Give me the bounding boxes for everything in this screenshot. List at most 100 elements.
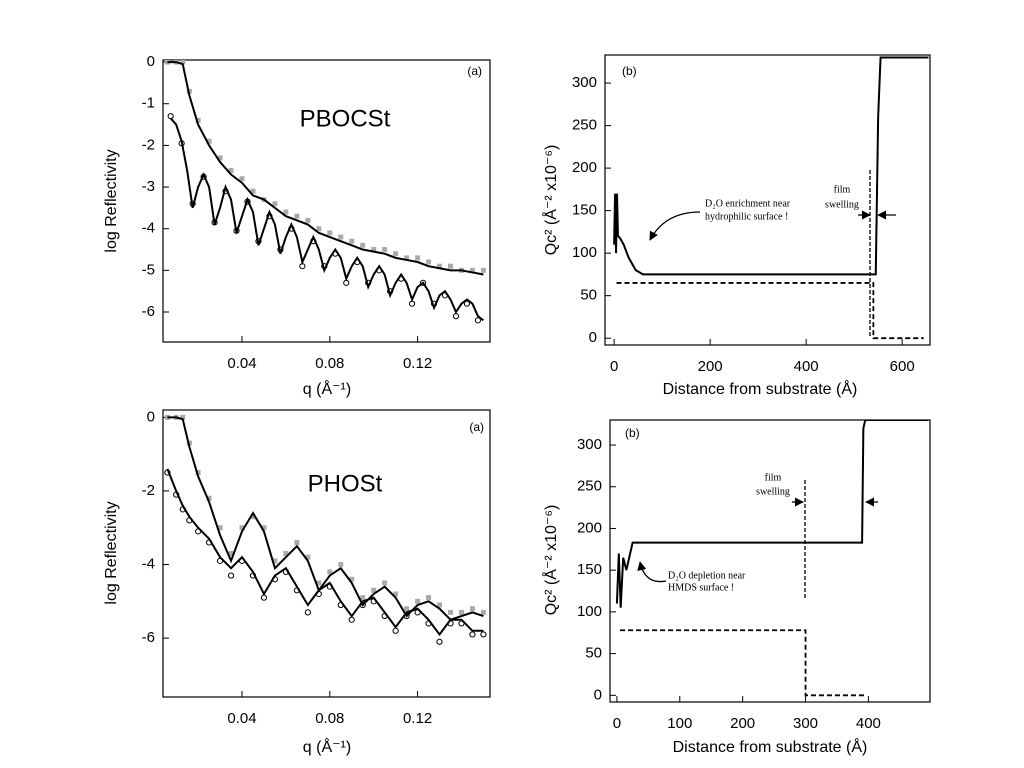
data-point <box>480 609 486 615</box>
series-group <box>164 60 486 324</box>
annotation: swelling <box>756 486 790 497</box>
series-group <box>164 414 487 645</box>
annotation: (b) <box>625 426 640 440</box>
x-tick-label: 100 <box>667 715 692 732</box>
y-tick-label: 0 <box>147 53 155 70</box>
data-point <box>463 300 471 307</box>
y-tick-label: -4 <box>142 556 155 573</box>
panel: 0 -1 -2 -3 -4 -5 -6 0.04 0.08 0.12 q (Å⁻¹) log Refl… <box>103 53 491 398</box>
data-point <box>452 313 460 320</box>
annotation: PBOCSt <box>300 105 391 132</box>
plot-frame <box>604 54 931 346</box>
x-tick-label: 400 <box>794 358 819 375</box>
annotation: (a) <box>469 420 484 434</box>
data-point <box>316 580 322 586</box>
series-group <box>615 420 929 697</box>
x-tick-label: 0.08 <box>315 710 344 727</box>
annotation-arrow <box>637 561 667 583</box>
x-tick-label: 0.08 <box>315 355 344 372</box>
y-axis-label: log Reflectivity <box>103 149 120 252</box>
data-point <box>426 259 432 265</box>
data-point <box>305 554 311 560</box>
y-tick-label: 200 <box>577 519 602 536</box>
x-tick-label: 200 <box>730 715 755 732</box>
panel: 0 -2 -4 -6 0.04 0.08 0.12 q (Å⁻¹) log Reflectivi… <box>103 408 491 756</box>
plot-frame <box>609 419 931 703</box>
x-axis-label: q (Å⁻¹) <box>303 379 351 398</box>
data-point <box>392 627 399 634</box>
data-point <box>437 263 443 269</box>
data-point <box>217 155 223 161</box>
data-point <box>469 631 476 638</box>
y-tick-label: -6 <box>142 303 155 320</box>
dashed-profile <box>620 629 866 697</box>
data-point <box>382 247 388 253</box>
data-point <box>415 598 421 604</box>
y-tick-label: 0 <box>589 329 597 346</box>
y-tick-label: 150 <box>577 561 602 578</box>
annotation: (a) <box>467 64 482 78</box>
y-axis-label: log Reflectivity <box>103 501 120 604</box>
data-point <box>272 558 278 564</box>
data-point <box>239 525 245 531</box>
data-point <box>250 188 256 194</box>
data-point <box>360 595 366 601</box>
annotation: D₂O enrichment near <box>705 198 791 209</box>
fit-line <box>615 420 929 608</box>
y-tick-label: -4 <box>142 220 155 237</box>
data-point <box>338 234 344 240</box>
data-point <box>404 606 410 612</box>
y-tick-label: 150 <box>572 202 597 219</box>
data-point <box>228 167 234 173</box>
y-tick-label: -3 <box>142 178 155 195</box>
fit-line <box>613 56 929 276</box>
data-point <box>283 209 289 215</box>
data-point <box>195 470 201 476</box>
data-point <box>217 525 223 531</box>
fit-line <box>166 468 484 637</box>
dashed-profile <box>616 282 924 340</box>
data-point <box>327 569 333 575</box>
x-tick-label: 0.04 <box>227 355 256 372</box>
fit-line <box>167 61 484 276</box>
y-tick-label: 100 <box>572 244 597 261</box>
data-point <box>469 267 475 273</box>
data-point <box>480 631 487 638</box>
x-tick-label: 300 <box>793 715 818 732</box>
x-tick-label: 600 <box>890 358 915 375</box>
y-tick-label: 50 <box>585 645 602 662</box>
data-point <box>349 576 355 582</box>
annotation: HMDS surface ! <box>668 582 734 593</box>
data-point <box>474 317 482 324</box>
data-point <box>349 238 355 244</box>
annotation: film <box>765 472 782 483</box>
data-point <box>283 551 289 556</box>
data-point <box>348 616 355 623</box>
data-point <box>305 217 311 223</box>
annotation: hydrophilic surface ! <box>705 211 788 222</box>
data-point <box>419 279 427 286</box>
data-point <box>272 201 278 207</box>
annotation-arrow <box>649 211 701 241</box>
x-tick-label: 0.12 <box>403 355 432 372</box>
data-point <box>228 551 234 556</box>
annotation: film <box>834 184 851 195</box>
data-point <box>480 267 486 273</box>
data-point <box>250 514 256 520</box>
data-point <box>437 602 443 608</box>
data-point <box>447 609 453 615</box>
y-tick-label: -1 <box>142 95 155 112</box>
panel: 0 50 100 150 200 250 300 0 100 200 300 400 Distance … <box>541 419 931 756</box>
x-tick-label: 0 <box>613 715 621 732</box>
annotation: D₂O depletion near <box>668 570 746 581</box>
y-tick-label: 250 <box>577 478 602 495</box>
data-point <box>164 60 170 65</box>
annotation: PHOSt <box>308 470 383 497</box>
data-point <box>338 562 344 568</box>
data-point <box>360 242 366 248</box>
data-point <box>447 263 453 269</box>
data-point <box>393 591 399 597</box>
series-group <box>613 56 929 340</box>
